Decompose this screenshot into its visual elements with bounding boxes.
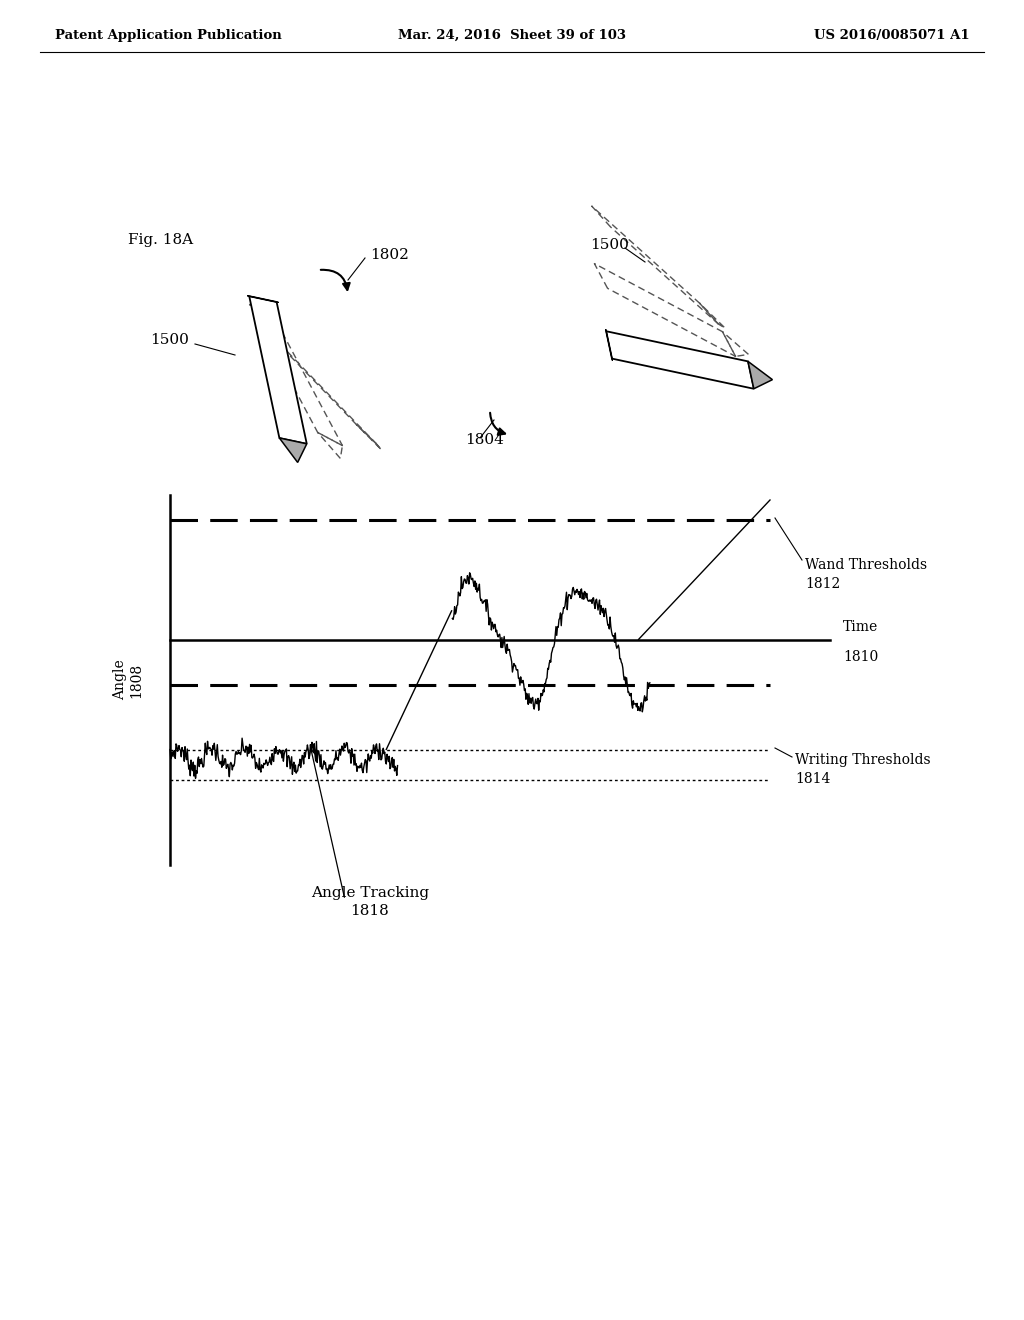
Text: Writing Thresholds: Writing Thresholds (795, 752, 931, 767)
Polygon shape (748, 362, 772, 389)
Text: 1818: 1818 (350, 904, 389, 917)
Text: 1804: 1804 (465, 433, 504, 447)
Polygon shape (606, 331, 754, 389)
Text: Angle Tracking: Angle Tracking (311, 886, 429, 900)
Polygon shape (280, 438, 307, 462)
Text: Angle
1808: Angle 1808 (113, 660, 143, 701)
Text: 1812: 1812 (805, 577, 841, 591)
Text: 1500: 1500 (150, 333, 188, 347)
Text: 1814: 1814 (795, 772, 830, 785)
Polygon shape (249, 296, 307, 444)
Polygon shape (247, 296, 279, 302)
Text: Time: Time (843, 620, 879, 634)
Text: Patent Application Publication: Patent Application Publication (55, 29, 282, 41)
Text: 1810: 1810 (843, 649, 879, 664)
Text: Mar. 24, 2016  Sheet 39 of 103: Mar. 24, 2016 Sheet 39 of 103 (398, 29, 626, 41)
Text: 1802: 1802 (370, 248, 409, 261)
Text: US 2016/0085071 A1: US 2016/0085071 A1 (814, 29, 970, 41)
Polygon shape (606, 329, 612, 360)
Text: Wand Thresholds: Wand Thresholds (805, 558, 927, 572)
Text: Fig. 18A: Fig. 18A (128, 234, 194, 247)
Text: 1500: 1500 (590, 238, 629, 252)
